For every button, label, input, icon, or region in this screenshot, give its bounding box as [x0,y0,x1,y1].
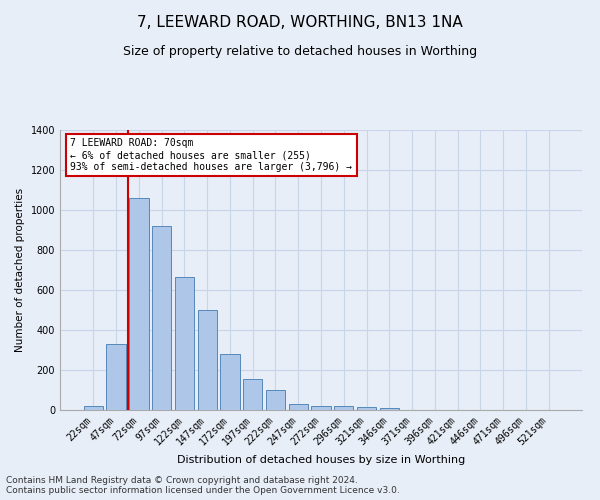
Text: 7 LEEWARD ROAD: 70sqm
← 6% of detached houses are smaller (255)
93% of semi-deta: 7 LEEWARD ROAD: 70sqm ← 6% of detached h… [70,138,352,172]
Bar [334,406,353,410]
Text: Contains HM Land Registry data © Crown copyright and database right 2024.
Contai: Contains HM Land Registry data © Crown c… [6,476,400,495]
Bar [175,277,194,410]
Y-axis label: Number of detached properties: Number of detached properties [15,188,25,352]
Bar [357,406,376,410]
Bar [106,344,126,410]
Text: Size of property relative to detached houses in Worthing: Size of property relative to detached ho… [123,45,477,58]
Bar [129,198,149,410]
Bar [84,406,103,410]
Bar [243,379,262,410]
Bar [152,226,172,410]
Text: 7, LEEWARD ROAD, WORTHING, BN13 1NA: 7, LEEWARD ROAD, WORTHING, BN13 1NA [137,15,463,30]
Bar [311,406,331,410]
Bar [220,354,239,410]
Bar [266,390,285,410]
Bar [197,310,217,410]
Bar [380,408,399,410]
Bar [289,404,308,410]
X-axis label: Distribution of detached houses by size in Worthing: Distribution of detached houses by size … [177,455,465,465]
